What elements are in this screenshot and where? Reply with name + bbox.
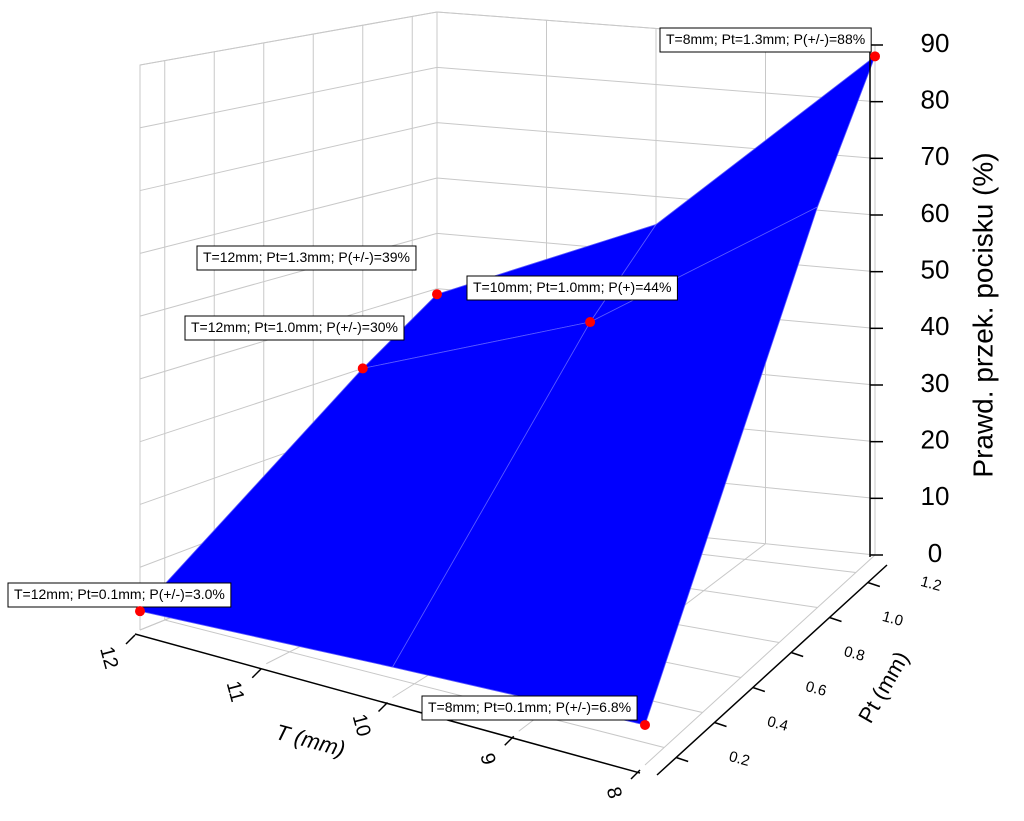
y-tick	[675, 756, 689, 763]
y-tick	[752, 686, 766, 693]
z-tick-label: 60	[921, 198, 950, 228]
annotation-box	[659, 27, 872, 53]
z-tick-label: 0	[928, 538, 942, 568]
x-tick-label: 12	[95, 644, 122, 671]
data-point	[870, 51, 880, 62]
x-tick	[377, 701, 389, 713]
x-tick-label: 9	[475, 751, 499, 767]
annotation-box	[196, 245, 417, 271]
y-tick-label: 1.0	[880, 608, 905, 630]
x-tick-label: 11	[222, 679, 249, 705]
z-tick-label: 90	[921, 28, 950, 58]
annotation-label: T=12mm; Pt=1.0mm; P(+/-)=30%	[191, 319, 398, 335]
y-axis	[656, 564, 888, 776]
x-tick	[630, 769, 641, 780]
x-tick-label: 8	[602, 785, 626, 801]
z-axis-title: Prawd. przek. pocisku (%)	[967, 152, 998, 477]
data-point	[432, 289, 442, 300]
annotation-box	[184, 315, 405, 341]
y-tick-label: 0.2	[727, 748, 752, 770]
annotation-box	[7, 582, 232, 608]
x-tick	[504, 735, 515, 746]
annotation-label: T=10mm; Pt=1.0mm; P(+)=44%	[473, 279, 671, 295]
y-tick-label: 0.4	[765, 713, 790, 735]
z-tick-label: 50	[921, 255, 950, 285]
z-tick-label: 20	[921, 425, 950, 455]
data-point	[135, 606, 145, 617]
x-tick-label: 10	[348, 712, 375, 739]
annotation-label: T=12mm; Pt=1.3mm; P(+/-)=39%	[203, 249, 410, 265]
data-point	[585, 317, 596, 328]
y-tick-label: 0.6	[804, 678, 829, 700]
annotation-label: T=8mm; Pt=1.3mm; P(+/-)=88%	[666, 31, 865, 47]
annotation-box	[466, 275, 678, 301]
y-tick	[790, 651, 804, 658]
annotation-box	[421, 695, 638, 721]
z-tick-label: 30	[921, 368, 950, 398]
z-tick-label: 40	[921, 311, 950, 341]
z-tick-label: 10	[921, 481, 950, 511]
y-tick-label: 0.8	[842, 643, 867, 665]
annotation-label: T=12mm; Pt=0.1mm; P(+/-)=3.0%	[14, 586, 225, 602]
y-tick-label: 1.2	[919, 573, 944, 595]
y-tick	[867, 581, 881, 588]
grid-line	[139, 66, 876, 129]
annotation-label: T=8mm; Pt=0.1mm; P(+/-)=6.8%	[428, 699, 631, 715]
z-tick-label: 80	[921, 85, 950, 115]
x-tick	[125, 634, 136, 645]
x-tick	[251, 668, 262, 679]
y-tick	[829, 616, 842, 623]
data-point	[357, 363, 368, 374]
y-tick	[714, 721, 727, 728]
x-axis-title: T (mm)	[273, 719, 348, 761]
z-tick-label: 70	[921, 141, 950, 171]
data-point	[640, 719, 650, 730]
